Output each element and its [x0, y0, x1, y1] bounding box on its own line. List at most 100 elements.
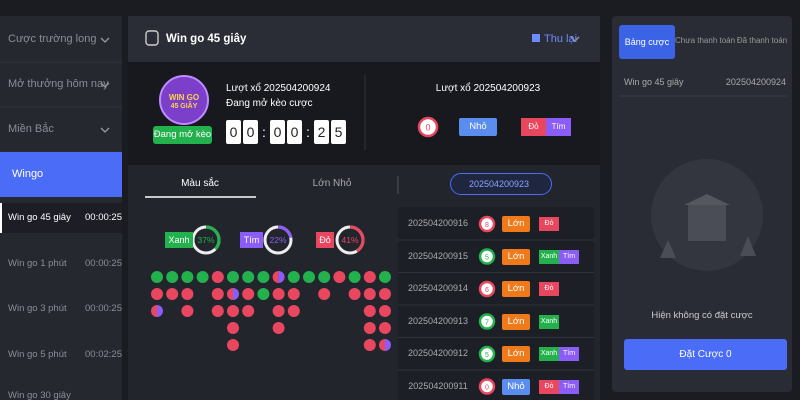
bead	[257, 271, 270, 283]
bead	[233, 288, 239, 300]
bead	[379, 271, 391, 283]
bead	[303, 271, 315, 283]
sidebar-game[interactable]: Win go 30 giây	[8, 390, 71, 400]
empty-message: Hiện không có đặt cược	[651, 310, 753, 321]
sidebar-game[interactable]: Win go 45 giây	[8, 212, 71, 223]
color-chip: Đỏ	[539, 217, 559, 231]
sidebar-game[interactable]: Win go 5 phút	[8, 349, 67, 360]
bead	[287, 288, 300, 300]
period: 202504200915	[407, 250, 469, 261]
bet-period: 202504200924	[725, 77, 786, 87]
countdown-digit: :	[306, 124, 310, 140]
sidebar-game[interactable]: Win go 1 phút	[8, 258, 67, 269]
round-label: Lượt xổ 202504200924	[226, 83, 331, 94]
color-chip: Tím	[559, 249, 579, 264]
round-status: Đang mở kèo cược	[226, 98, 313, 109]
bead	[363, 322, 376, 334]
bead	[272, 271, 279, 283]
sidebar-item[interactable]: Miền Bắc	[8, 123, 54, 135]
stat-percent: 37%	[197, 235, 214, 245]
countdown-digit: 0	[287, 120, 302, 144]
bead	[379, 305, 391, 317]
bead	[227, 271, 239, 283]
ball	[478, 215, 496, 233]
color-chip: Tím	[546, 118, 571, 136]
color-chip: Xanh	[539, 347, 559, 361]
sidebar-item[interactable]: Mở thưởng hôm nay	[8, 78, 109, 90]
ring-arc	[191, 225, 221, 255]
ball-number: 0	[425, 123, 430, 133]
logo-line1: WIN GO	[168, 93, 200, 102]
header-title: Win go 45 giây	[166, 33, 247, 45]
stat-percent: 41%	[341, 235, 358, 245]
ball-number: 8	[485, 222, 489, 229]
bead	[181, 305, 194, 317]
bead	[363, 288, 376, 300]
bead	[181, 288, 194, 300]
sidebar-active[interactable]	[0, 152, 122, 197]
ring-arc	[263, 225, 293, 255]
size-chip: Lớn	[502, 216, 530, 232]
sidebar-game[interactable]: Win go 3 phút	[8, 303, 67, 314]
sidebar-game-time: 00:00:25	[85, 258, 122, 269]
empty-box-lid	[684, 194, 730, 205]
bead	[211, 305, 224, 317]
sidebar-game-time: 00:02:25	[85, 349, 122, 360]
bead	[318, 271, 331, 283]
bead	[363, 305, 376, 317]
logo-line2: 45 GIÂY	[170, 103, 198, 110]
tab-active[interactable]: Màu sắc	[181, 178, 219, 189]
bet-tab-active[interactable]: Bảng cược	[619, 25, 675, 59]
ball-number: 0	[485, 385, 489, 392]
logo-bg	[159, 75, 209, 125]
bead	[151, 271, 163, 283]
sidebar-game-time: 00:00:25	[85, 212, 122, 223]
ball-number: 6	[485, 287, 489, 294]
size-chip: Lớn	[502, 346, 530, 362]
countdown-digit: 5	[331, 120, 346, 144]
stat-name: Đỏ	[316, 232, 334, 248]
color-chip: Xanh	[539, 314, 559, 329]
period-select[interactable]: 202504200923	[450, 173, 552, 195]
period: 202504200916	[407, 218, 469, 228]
bead	[242, 305, 255, 317]
bead	[379, 322, 391, 334]
back-button[interactable]: Thu lại	[544, 33, 578, 45]
period: 202504200913	[407, 315, 469, 326]
sidebar-item[interactable]: Cược trường long	[8, 33, 97, 45]
sidebar-active-label: Wingo	[12, 168, 44, 180]
bead	[272, 288, 285, 300]
bead	[181, 271, 194, 283]
color-chip: Tím	[559, 379, 579, 394]
color-chip: Đỏ	[521, 118, 546, 136]
bead	[227, 288, 233, 300]
previous-round: Lượt xổ 202504200923	[435, 83, 541, 94]
bet-tab[interactable]: Đã thanh toán	[736, 36, 788, 45]
countdown-digit: 0	[270, 120, 285, 144]
ball-number: 5	[485, 255, 489, 262]
bead	[278, 271, 285, 283]
period: 202504200911	[408, 380, 468, 391]
tab[interactable]: Lớn Nhỏ	[312, 178, 352, 189]
bead	[318, 288, 331, 300]
bead	[333, 271, 346, 283]
stat-name: Tím	[240, 232, 263, 248]
bead	[227, 339, 239, 351]
bead	[287, 305, 300, 317]
sidebar-game-active[interactable]	[0, 203, 122, 233]
bead	[348, 288, 361, 300]
bead	[227, 305, 239, 317]
chevron	[100, 82, 110, 88]
stat-percent: 22%	[269, 235, 286, 245]
bead	[157, 305, 163, 317]
countdown-digit: 0	[243, 120, 258, 144]
color-chip: Xanh	[539, 249, 559, 264]
bead	[379, 288, 391, 300]
sidebar-game-time: 00:00:25	[85, 303, 122, 314]
bead	[166, 271, 179, 283]
bead	[211, 288, 224, 300]
bet-tab[interactable]: Chưa thanh toán	[675, 36, 736, 45]
bet-button[interactable]: Đặt Cược 0	[624, 339, 787, 370]
